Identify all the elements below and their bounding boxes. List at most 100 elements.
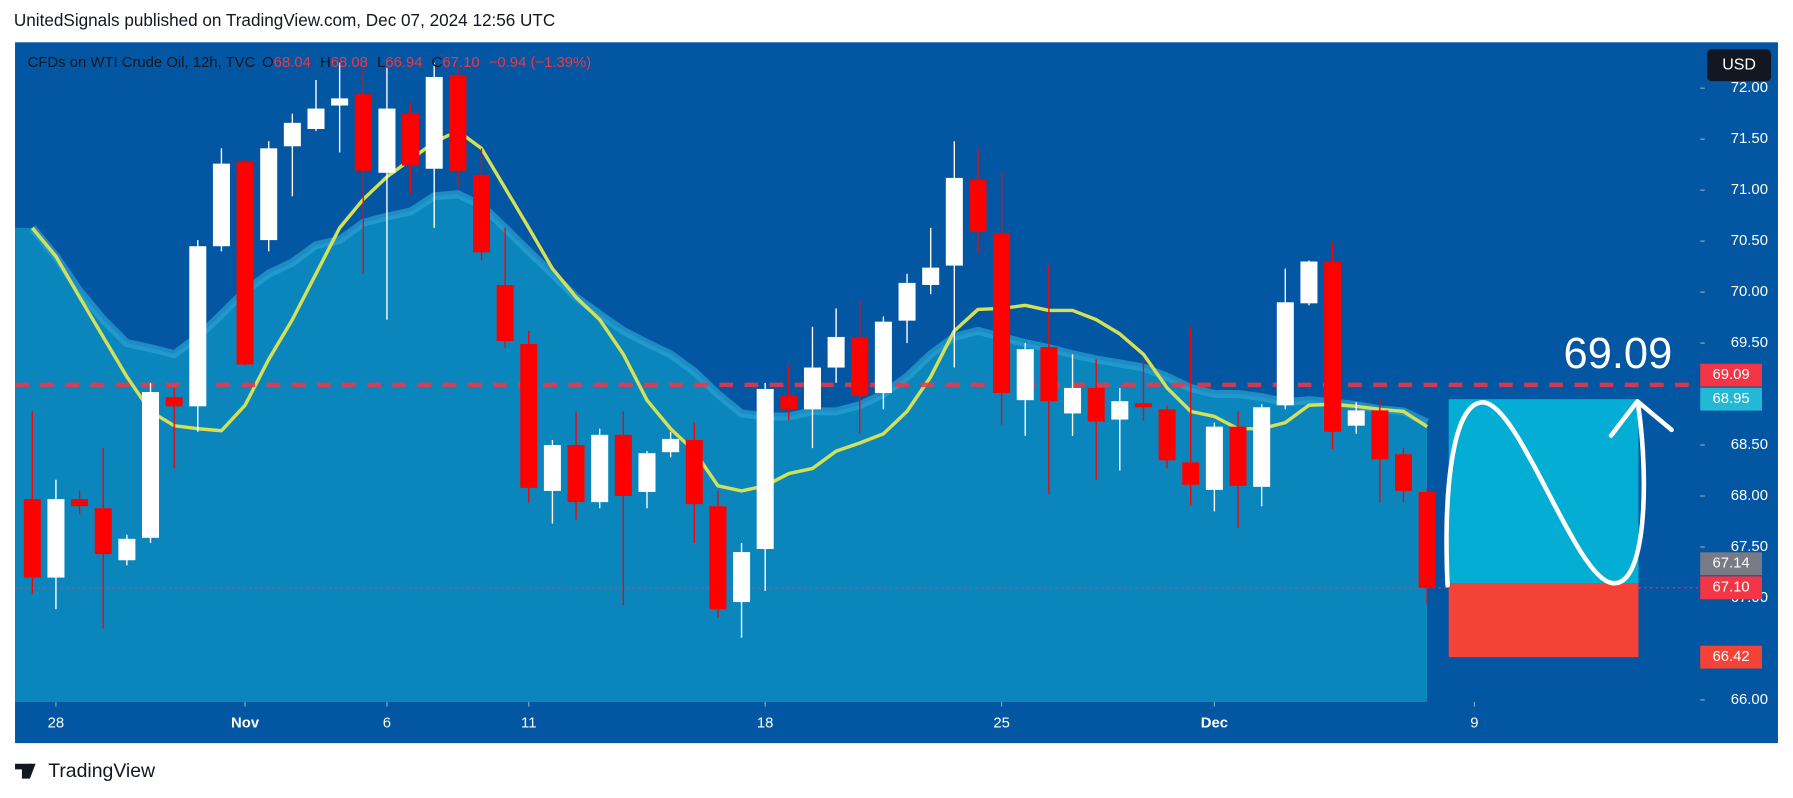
candle-body [354,94,372,171]
legend-value: 68.04 [274,55,311,71]
candle-body [662,438,680,453]
candle-body [1064,387,1082,414]
logo-dot [28,763,34,769]
candle-body [141,392,160,538]
x-tick-label: Dec [1201,716,1228,732]
candle-body [591,434,609,503]
ma-line [30,129,1429,493]
candle-body [402,113,420,166]
legend-value: 67.10 [442,55,479,71]
candle-body [1253,407,1271,487]
y-tick-label: 66.00 [1731,692,1768,708]
candle-body [898,282,916,321]
y-tick-label: 71.00 [1731,182,1768,198]
annotation: 69.09 [1564,330,1673,378]
y-tick-label: 68.00 [1731,488,1768,504]
legend-name: CFDs on WTI Crude Oil, 12h, TVC [28,55,256,71]
y-tick-label: 72.00 [1731,80,1768,96]
legend-key: C [432,55,443,71]
drawn-curve [1444,400,1647,588]
candle-body [283,122,301,147]
candle-body [1300,261,1318,304]
price-tag [1700,552,1762,576]
candle-body [638,453,656,492]
candle-body [827,336,845,368]
candle-body [520,344,538,488]
candle-body [993,232,1011,394]
candle-body [1040,347,1058,402]
x-tick-label: 6 [383,716,391,732]
price-tag [1700,576,1762,600]
y-tick-label: 70.00 [1731,284,1768,300]
candle-body [543,445,561,491]
candle-body [709,506,727,610]
candle-body [874,321,892,394]
price-tag-label: 66.42 [1712,649,1749,665]
candle-body [1324,261,1342,432]
y-tick-label: 71.50 [1731,131,1768,147]
price-tag-label: 67.14 [1712,556,1749,572]
candle-body [780,396,798,410]
candle-body [307,108,325,129]
drawn-arrow [1608,398,1674,438]
candle-body [260,148,278,241]
legend-change: −0.94 (−1.39%) [489,55,591,71]
price-tag-label: 68.95 [1712,391,1749,407]
position-loss [1448,583,1639,658]
x-tick-label: 9 [1470,716,1478,732]
footer-brand: TradingView [48,760,156,782]
candle-body [47,499,65,578]
x-tick-label: 28 [48,716,65,732]
candle-body [1418,491,1436,588]
candle-body [1371,410,1389,460]
candle-body [71,499,89,507]
candle-body [614,434,632,497]
candle-body [1134,403,1152,408]
candle-body [118,538,136,561]
candle-body [756,388,774,550]
candle-body [1229,426,1247,486]
price-tag [1700,363,1762,387]
position-profit [1448,399,1639,584]
price-tag [1700,645,1762,669]
candle-body [1395,454,1413,491]
legend-key: H [320,55,331,71]
y-tick-label: 68.50 [1731,437,1768,453]
candle-body [1087,387,1105,422]
candle-body [449,74,467,171]
candle-body [1276,302,1294,406]
candle-body [1182,462,1200,485]
currency-button-bg[interactable] [1707,49,1772,82]
header: UnitedSignals published on TradingView.c… [14,10,555,30]
y-tick-label: 67.50 [1731,539,1768,555]
candle-body [236,161,254,365]
x-tick-label: 25 [993,716,1010,732]
legend-value: 68.08 [331,55,368,71]
candle-body [851,336,869,397]
candle-body [23,499,41,578]
candle-body [1158,409,1176,461]
candle-body [945,177,963,266]
currency-button[interactable]: USD [1707,49,1772,82]
x-tick-label: Nov [231,716,260,732]
currency-label[interactable]: USD [1722,56,1756,73]
candle-body [331,98,349,106]
candle-body [969,179,987,232]
candle-body [496,284,514,342]
band-edge [29,190,1429,427]
candle-body [733,552,751,603]
candle-body [189,246,207,407]
x-tick-label: 11 [521,716,536,732]
candle-body [922,267,940,285]
candle-body [803,367,821,410]
candle-body [567,445,585,503]
candle-body [165,397,183,407]
candle-body [685,439,703,505]
y-tick-label: 69.50 [1731,335,1768,351]
price-tag-label: 69.09 [1712,367,1749,383]
candle-body [1205,426,1223,490]
legend-key: O [262,55,274,71]
candle-body [212,163,230,247]
candle-body [94,508,112,555]
